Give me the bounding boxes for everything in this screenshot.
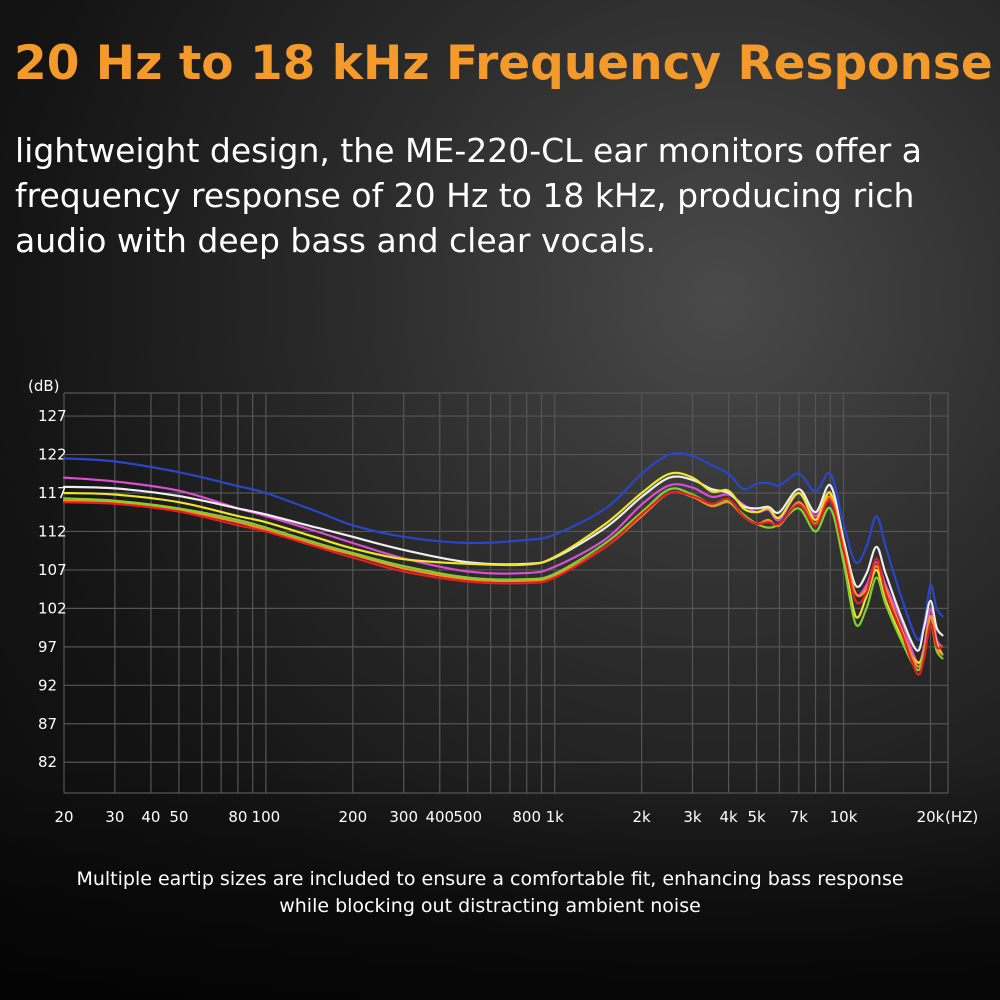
series-line-2 [62, 476, 944, 665]
y-tick-label: 127 [38, 407, 67, 425]
intro-paragraph: lightweight design, the ME-220-CL ear mo… [15, 131, 922, 260]
x-tick-label: 20k [917, 808, 945, 826]
x-tick-label: 7k [790, 808, 809, 826]
y-tick-label: 112 [38, 522, 67, 540]
y-axis-ticks: 127 122 117 112 107 102 97 92 87 82 [38, 407, 67, 771]
x-tick-label: 50 [169, 808, 188, 826]
y-axis-label: (dB) [28, 377, 60, 395]
x-tick-label: 500 [453, 808, 482, 826]
x-tick-label: 100 [252, 808, 281, 826]
y-tick-label: 107 [38, 561, 67, 579]
y-tick-label: 82 [38, 753, 57, 771]
y-tick-label: 117 [38, 484, 67, 502]
x-axis-ticks: 20 30 40 50 80 100 200 300 400 500 800 1k 2k 3k 4k 5k 7k… [54, 808, 944, 826]
x-tick-label: 1k [546, 808, 565, 826]
x-tick-label: 3k [683, 808, 702, 826]
x-tick-label: 10k [830, 808, 858, 826]
x-tick-label: 20 [54, 808, 73, 826]
background-shade [0, 760, 1000, 1000]
y-tick-label: 87 [38, 715, 57, 733]
y-tick-label: 92 [38, 676, 57, 694]
x-tick-label: 4k [719, 808, 738, 826]
x-axis-label: (HZ) [945, 808, 978, 826]
x-tick-label: 2k [633, 808, 652, 826]
y-tick-label: 97 [38, 638, 57, 656]
x-tick-label: 5k [747, 808, 766, 826]
series-line-6 [62, 487, 944, 672]
series-line-4 [62, 471, 944, 664]
caption-text: Multiple eartip sizes are included to en… [76, 868, 904, 917]
chart-grid [63, 392, 949, 794]
page-headline: 20 Hz to 18 kHz Frequency Response [14, 36, 993, 91]
frequency-response-chart: 127 122 117 112 107 102 97 92 87 82 20 30 40 50 80 100… [28, 377, 978, 826]
series-line-7 [62, 490, 944, 676]
x-tick-label: 200 [339, 808, 368, 826]
chart-series [62, 452, 944, 676]
x-tick-label: 400 [425, 808, 454, 826]
x-tick-label: 300 [389, 808, 418, 826]
x-tick-label: 30 [105, 808, 124, 826]
x-tick-label: 80 [228, 808, 247, 826]
x-tick-label: 800 [512, 808, 541, 826]
x-tick-label: 40 [141, 808, 160, 826]
y-tick-label: 122 [38, 446, 67, 464]
series-line-1 [62, 452, 944, 642]
y-tick-label: 102 [38, 599, 67, 617]
series-line-3 [62, 475, 944, 652]
